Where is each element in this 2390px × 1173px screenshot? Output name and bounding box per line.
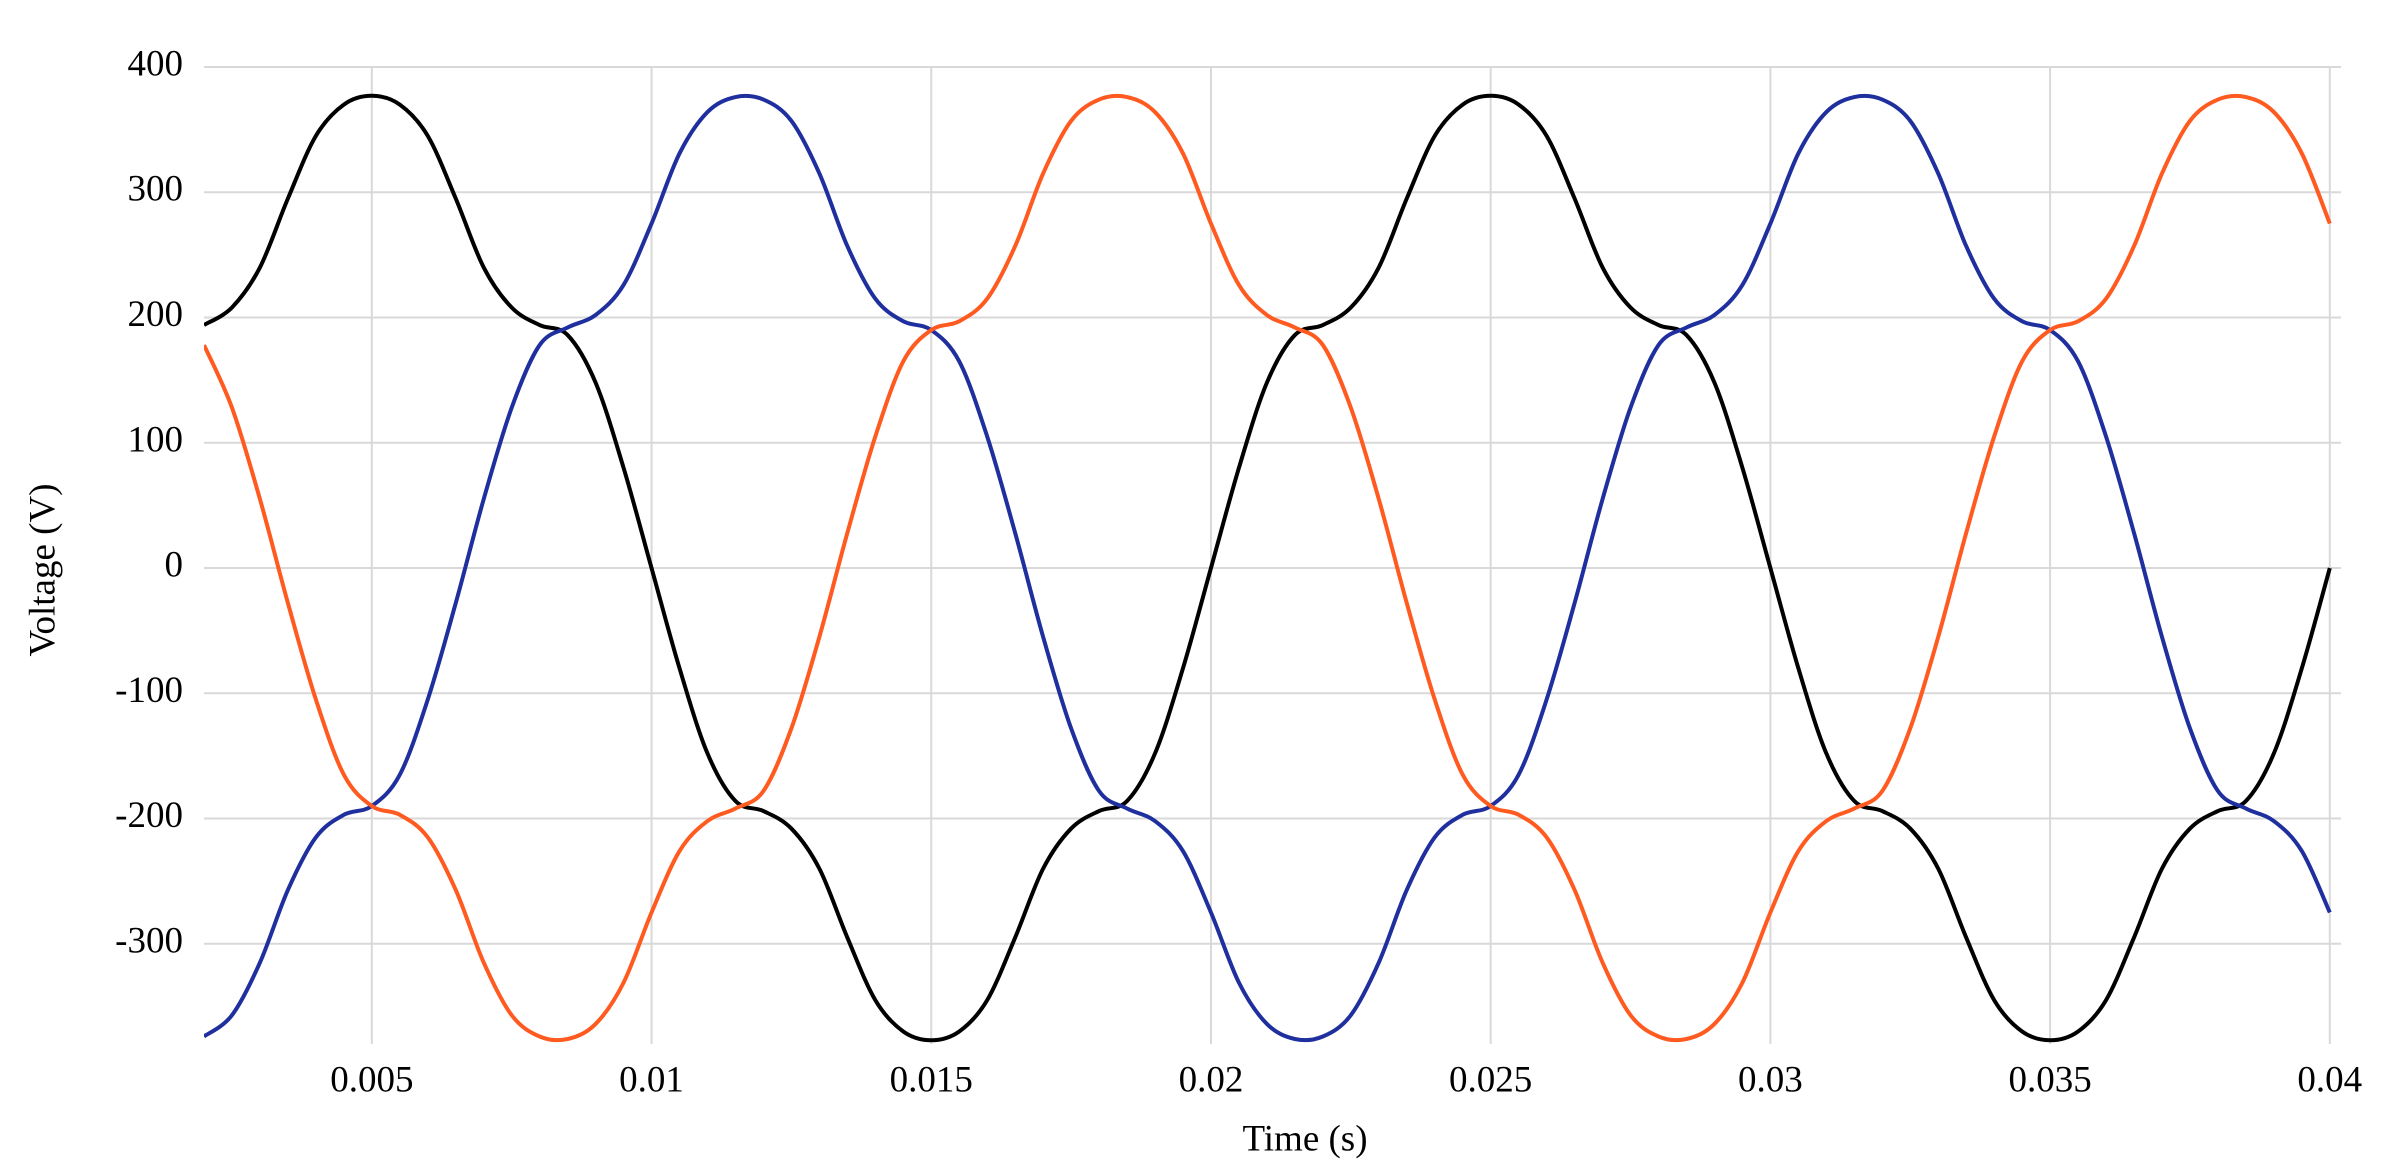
- labels: -300 -200 -100 0 100 200 300 400 0.005 0.01 0.015 0…: [115, 43, 2362, 1100]
- lines: [204, 93, 2332, 1043]
- y-tick-label: -300: [115, 920, 183, 961]
- y-tick-label: 400: [128, 43, 184, 84]
- x-tick-label: 0.04: [2297, 1059, 2362, 1100]
- y-tick-label: 300: [128, 169, 184, 210]
- y-tick-label: -200: [115, 795, 183, 836]
- x-axis-title: Time (s): [1242, 1118, 1367, 1159]
- x-tick-label: 0.035: [2008, 1059, 2091, 1100]
- series-line: [204, 93, 2332, 1043]
- y-axis-title: Voltage (V): [22, 484, 63, 657]
- series-line: [204, 93, 2332, 1043]
- series-line: [204, 93, 2332, 1043]
- grid: [204, 66, 2341, 1044]
- x-tick-label: 0.02: [1179, 1059, 1244, 1100]
- x-tick-label: 0.01: [619, 1059, 684, 1100]
- x-tick-label: 0.03: [1738, 1059, 1803, 1100]
- y-tick-label: 100: [128, 419, 184, 460]
- x-tick-label: 0.005: [330, 1059, 413, 1100]
- x-tick-label: 0.025: [1449, 1059, 1532, 1100]
- x-tick-label: 0.015: [890, 1059, 973, 1100]
- y-tick-label: 0: [165, 545, 184, 586]
- y-tick-label: -100: [115, 670, 183, 711]
- y-tick-label: 200: [128, 294, 184, 335]
